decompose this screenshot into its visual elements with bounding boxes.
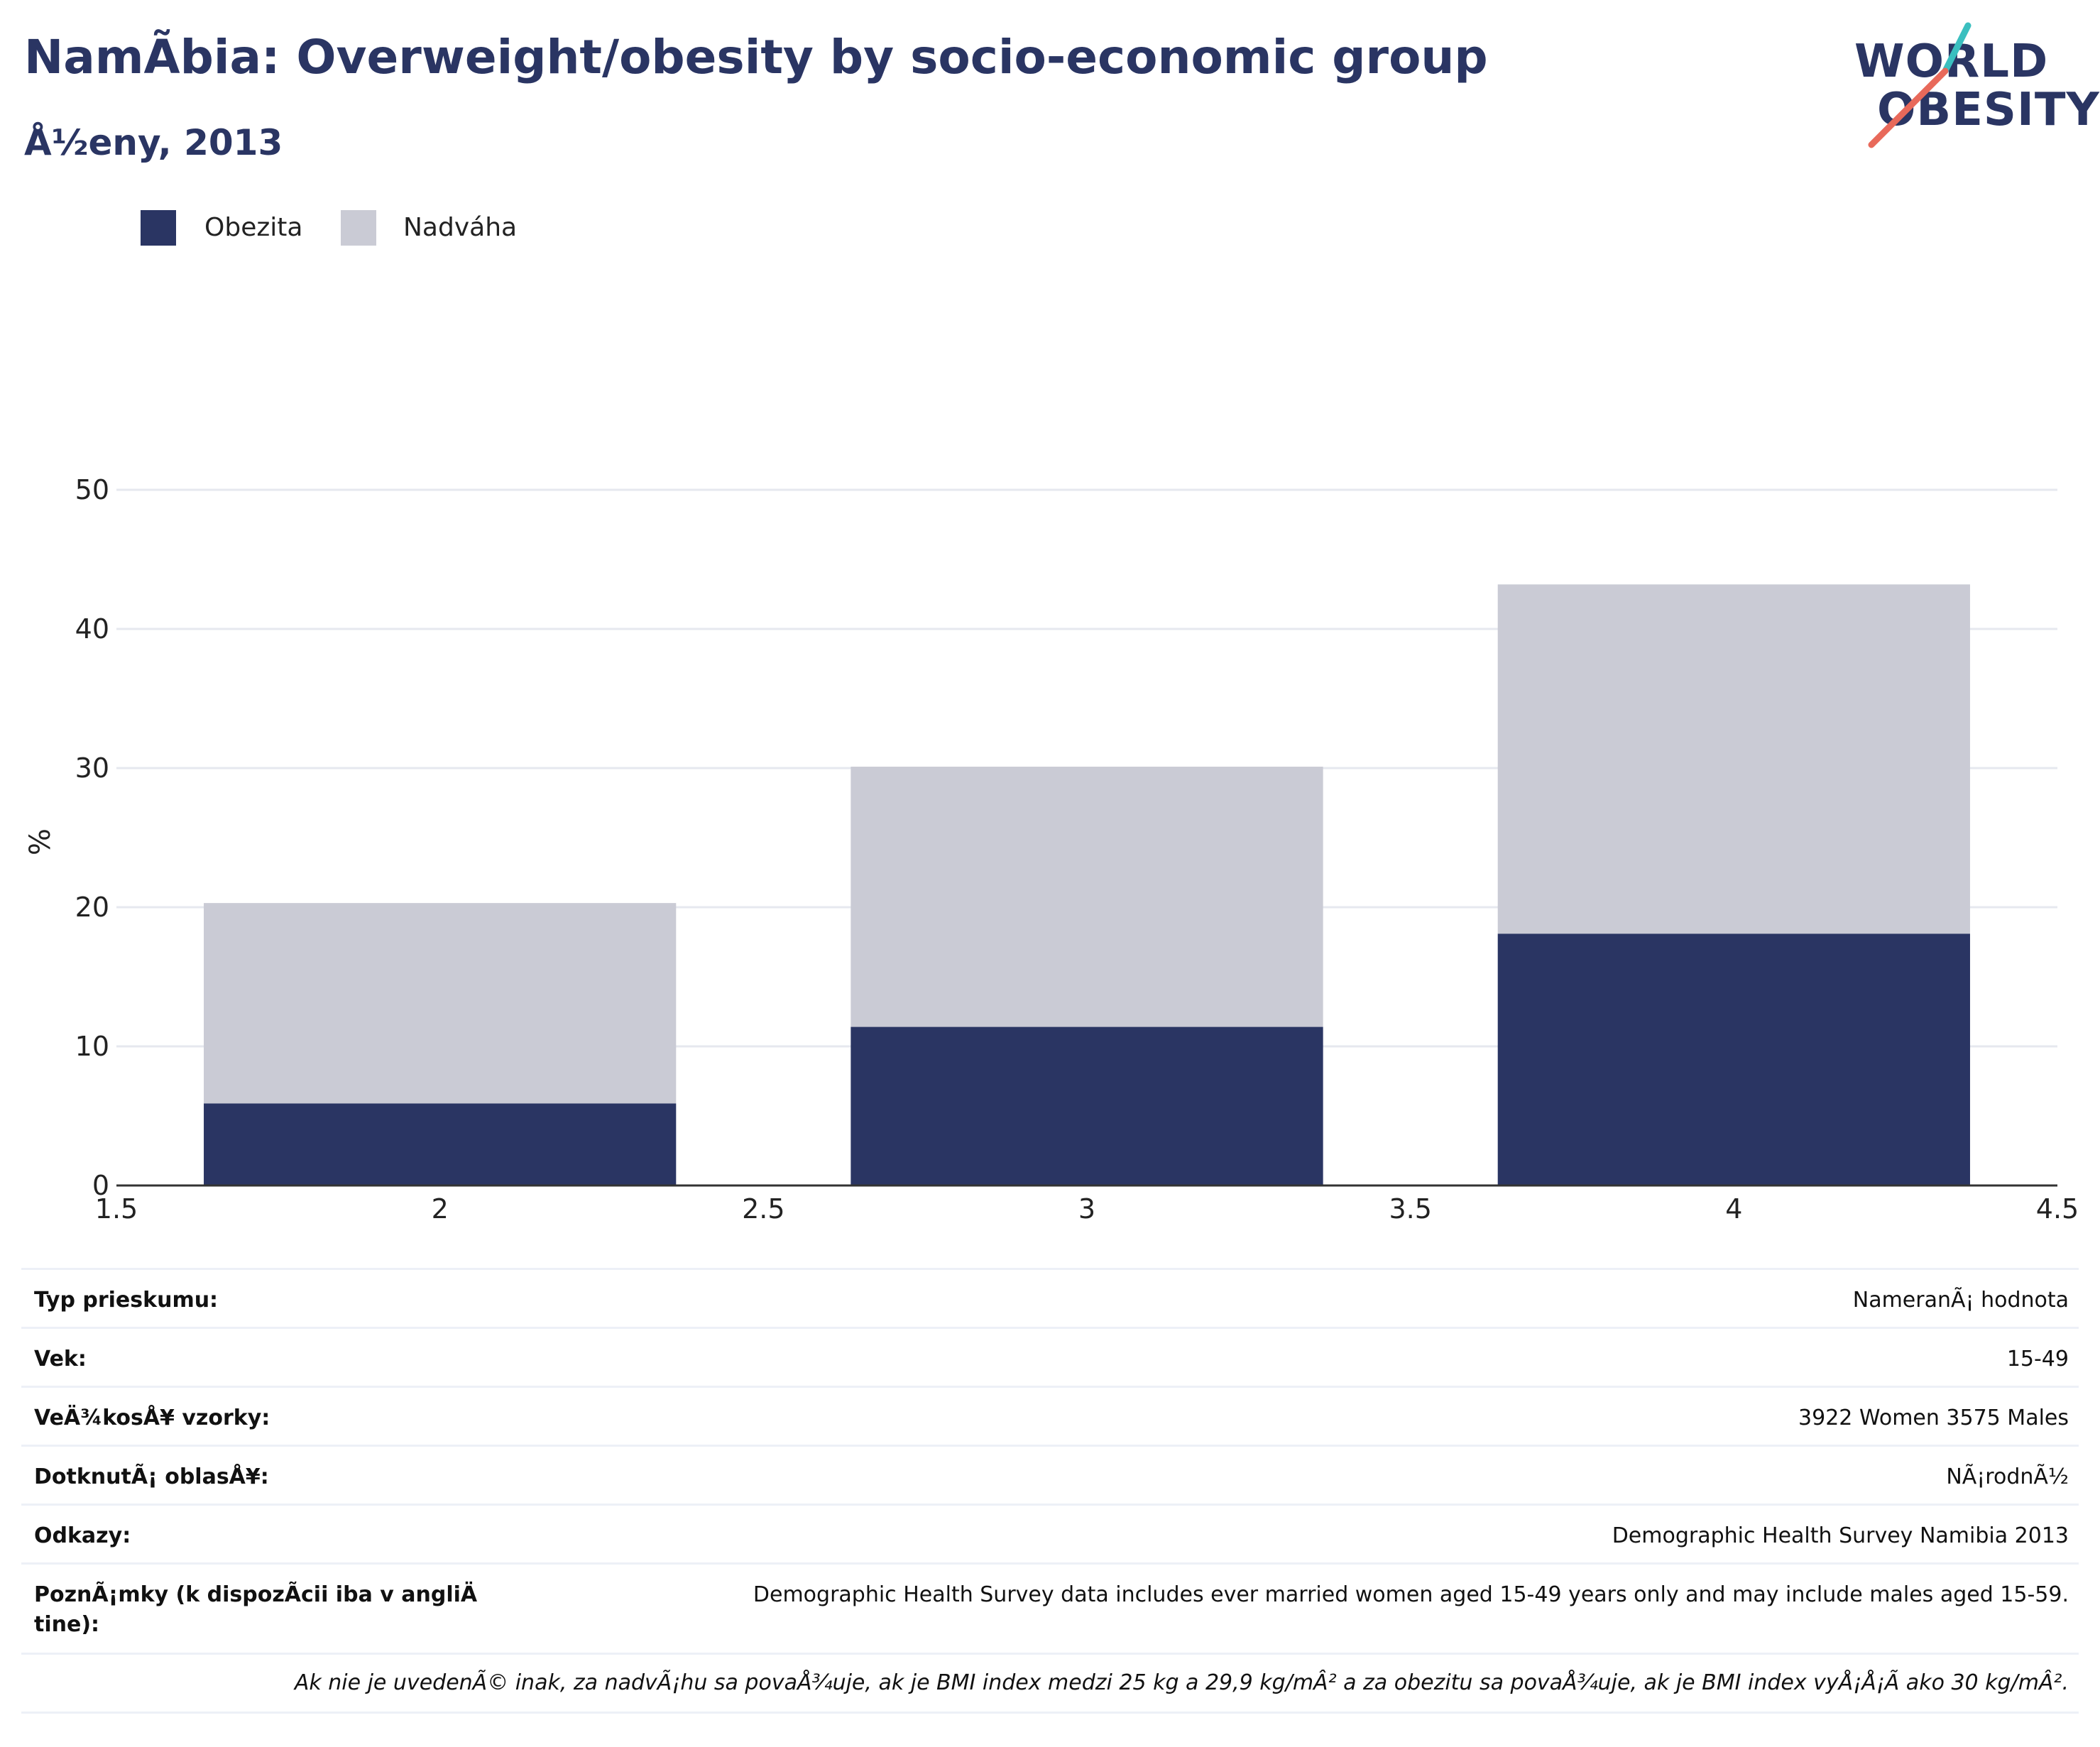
y-tick-label: 40 [75, 613, 109, 645]
info-table: Typ prieskumu: NameranÃ¡ hodnota Vek: 15… [21, 1268, 2079, 1714]
page-title: NamÃbia: Overweight/obesity by socio-eco… [24, 30, 1488, 84]
y-tick-label: 50 [75, 474, 109, 505]
x-tick-label: 2.5 [742, 1193, 784, 1225]
bar-overweight [851, 767, 1323, 1027]
info-row-survey-type: Typ prieskumu: NameranÃ¡ hodnota [21, 1268, 2079, 1327]
info-value: NÃ¡rodnÃ½ [1946, 1464, 2069, 1489]
page-subtitle: Å½eny, 2013 [24, 122, 283, 163]
world-obesity-logo: WORLD OBESITY [1846, 21, 2099, 149]
x-tick-label: 4.5 [2036, 1193, 2079, 1225]
bar-obesity [1497, 933, 1970, 1185]
info-row-sample-size: VeÄ¾kosÅ¥ vzorky: 3922 Women 3575 Males [21, 1386, 2079, 1445]
legend-swatch-obesity [141, 210, 176, 246]
y-tick-label: 10 [75, 1031, 109, 1062]
x-tick-label: 4 [1725, 1193, 1742, 1225]
x-tick-label: 1.5 [95, 1193, 138, 1225]
info-key: DotknutÃ¡ oblasÅ¥: [34, 1464, 269, 1489]
legend-label-obesity: Obezita [204, 213, 303, 242]
legend-label-overweight: Nadváha [403, 213, 518, 242]
info-row-age: Vek: 15-49 [21, 1327, 2079, 1386]
info-key: Odkazy: [34, 1523, 131, 1548]
bar-chart: 0 10 20 30 40 50 1.5 2 2.5 3 3.5 4 4.5% [24, 474, 2079, 1225]
footnote-row: Ak nie je uvedenÃ© inak, za nadvÃ¡hu sa … [21, 1653, 2079, 1714]
x-tick-label: 3 [1078, 1193, 1095, 1225]
legend-swatch-overweight [341, 210, 376, 246]
footnote: Ak nie je uvedenÃ© inak, za nadvÃ¡hu sa … [294, 1670, 2069, 1695]
info-value: Demographic Health Survey Namibia 2013 [1612, 1523, 2069, 1548]
x-tick-label: 2 [432, 1193, 449, 1225]
bar-obesity [851, 1026, 1323, 1185]
info-key: Vek: [34, 1347, 87, 1371]
y-tick-label: 30 [75, 752, 109, 784]
info-row-references: Odkazy: Demographic Health Survey Namibi… [21, 1504, 2079, 1562]
info-key: PoznÃ¡mky (k dispozÃcii iba v angliÄ tin… [34, 1582, 478, 1637]
x-tick-label: 3.5 [1389, 1193, 1431, 1225]
info-key: VeÄ¾kosÅ¥ vzorky: [34, 1406, 270, 1430]
y-axis-label: % [24, 828, 57, 855]
bar-obesity [204, 1103, 677, 1185]
logo-slash-icon [1868, 22, 1972, 148]
info-key: Typ prieskumu: [34, 1288, 219, 1313]
info-value: NameranÃ¡ hodnota [1852, 1288, 2069, 1313]
bar-overweight [1497, 584, 1970, 934]
bar-overweight [204, 903, 677, 1104]
y-tick-label: 20 [75, 892, 109, 923]
logo-line-2: OBESITY [1877, 84, 2100, 136]
info-value: 3922 Women 3575 Males [1798, 1406, 2069, 1430]
info-value: Demographic Health Survey data includes … [753, 1582, 2069, 1607]
info-row-notes: PoznÃ¡mky (k dispozÃcii iba v angliÄ tin… [21, 1562, 2079, 1653]
info-row-area: DotknutÃ¡ oblasÅ¥: NÃ¡rodnÃ½ [21, 1445, 2079, 1504]
info-value: 15-49 [2006, 1347, 2069, 1371]
y-tick-label: 0 [92, 1170, 109, 1201]
